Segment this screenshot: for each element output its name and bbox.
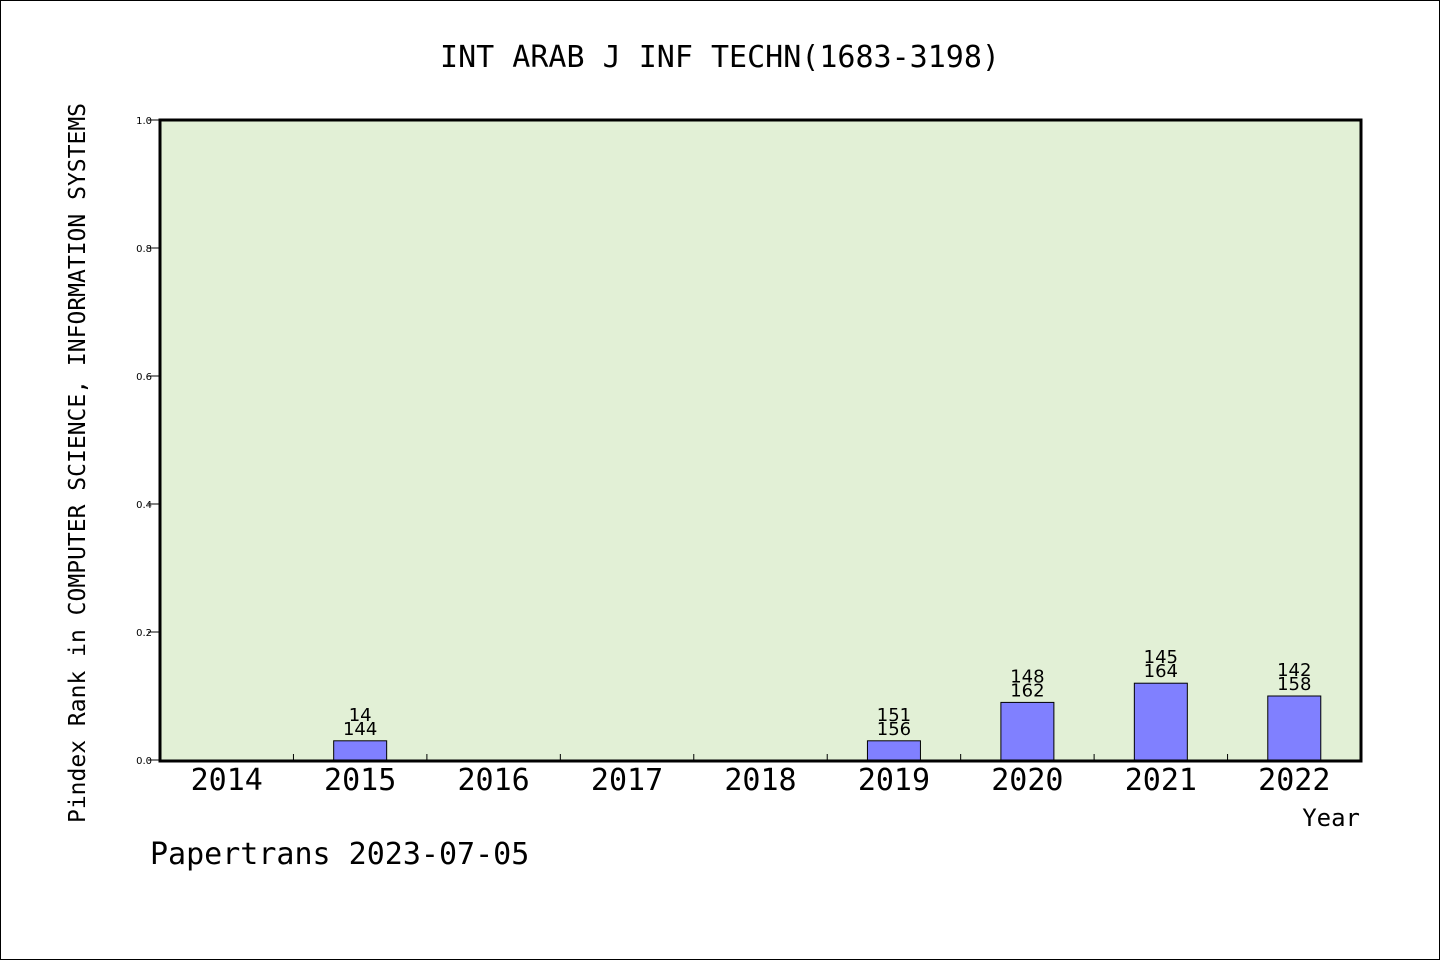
bar-label-top: 148	[1010, 666, 1044, 687]
x-tick-label: 2020	[991, 763, 1063, 798]
bar-label-top: 142	[1277, 660, 1311, 681]
x-tick-label: 2022	[1258, 763, 1330, 798]
bar	[333, 740, 388, 761]
bar-label-bottom: 144	[343, 719, 377, 740]
y-tick-label: 0.2	[136, 628, 152, 639]
y-axis: 0.0 0.2 0.4 0.6 0.8 1.0	[136, 116, 160, 767]
x-tick-label: 2021	[1125, 763, 1197, 798]
bar	[1133, 682, 1188, 761]
bar-label-bottom: 156	[877, 719, 911, 740]
bar-label-top: 14	[349, 705, 372, 726]
x-tick-label: 2017	[591, 763, 663, 798]
y-tick-label: 0.8	[136, 244, 152, 255]
bar-series	[333, 682, 1322, 761]
bar-label-bottom: 158	[1277, 674, 1311, 695]
watermark: Papertrans 2023-07-05	[150, 837, 529, 872]
y-axis-label: Pindex Rank in COMPUTER SCIENCE, INFORMA…	[65, 103, 91, 823]
bar	[1000, 701, 1055, 761]
bar	[866, 740, 921, 761]
x-tick-label: 2016	[457, 763, 529, 798]
y-tick-label: 0.6	[136, 372, 152, 383]
x-tick-label: 2015	[324, 763, 396, 798]
y-tick-label: 0.4	[136, 500, 152, 511]
x-axis-label: Year	[1302, 804, 1360, 832]
chart-title: INT ARAB J INF TECHN(1683-3198)	[440, 40, 1000, 75]
x-axis: 2014 2015 2016 2017 2018 2019 2020 2021 2022	[191, 754, 1330, 798]
plot-area	[158, 118, 1363, 763]
bar-label-top: 151	[877, 705, 911, 726]
x-tick-label: 2018	[724, 763, 796, 798]
y-tick-label: 1.0	[136, 116, 152, 127]
bar-label-top: 145	[1144, 647, 1178, 668]
bar-label-bottom: 162	[1010, 680, 1044, 701]
bar	[1267, 695, 1322, 761]
y-tick-label: 0.0	[136, 756, 152, 767]
x-tick-label: 2019	[858, 763, 930, 798]
bar-label-bottom: 164	[1144, 661, 1178, 682]
x-tick-label: 2014	[191, 763, 263, 798]
